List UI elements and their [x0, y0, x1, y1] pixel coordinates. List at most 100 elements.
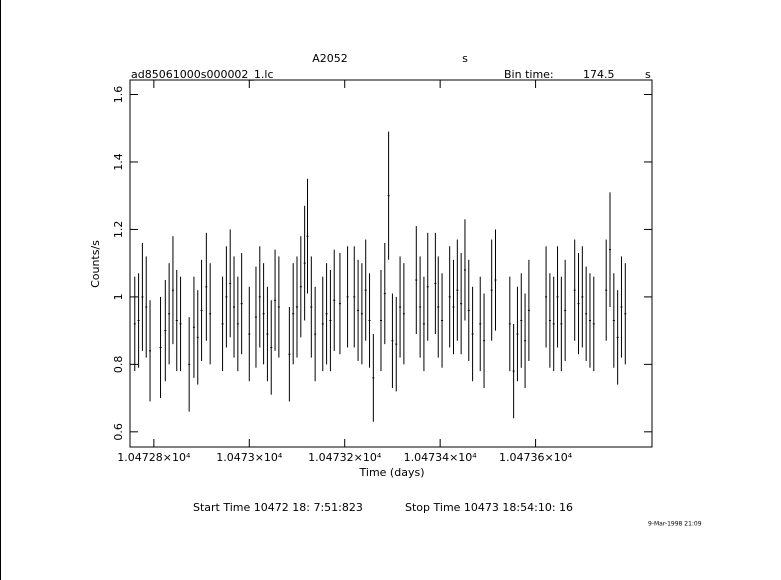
data-point — [133, 323, 136, 325]
data-point — [573, 289, 576, 291]
data-point — [258, 296, 261, 298]
data-point — [434, 282, 437, 284]
data-point — [270, 346, 273, 348]
y-tick-label: 0.8 — [112, 356, 125, 374]
data-point — [254, 316, 257, 318]
x-tick-label: 1.04728×10⁴ — [117, 451, 191, 464]
data-point — [437, 306, 440, 308]
data-point — [159, 346, 162, 348]
data-point — [508, 323, 511, 325]
data-point — [399, 306, 402, 308]
data-point — [292, 313, 295, 315]
x-tick-label: 1.04732×10⁴ — [308, 451, 382, 464]
data-point — [310, 306, 313, 308]
data-point — [196, 336, 199, 338]
data-point — [145, 306, 148, 308]
data-point — [609, 249, 612, 251]
data-point — [248, 333, 251, 335]
data-point — [372, 377, 375, 379]
data-point — [266, 333, 269, 335]
data-point — [581, 296, 584, 298]
data-point — [527, 309, 530, 311]
data-point — [494, 279, 497, 281]
data-point — [548, 320, 551, 322]
y-tick-label: 1.4 — [112, 153, 125, 171]
data-point — [277, 306, 280, 308]
data-point — [605, 289, 608, 291]
x-axis-label: Time (days) — [359, 466, 425, 479]
data-point — [624, 313, 627, 315]
bin-unit: s — [645, 68, 651, 81]
x-tick-label: 1.0473×10⁴ — [216, 451, 283, 464]
data-point — [592, 323, 595, 325]
title-unit: s — [462, 52, 468, 65]
data-point — [460, 303, 463, 305]
data-point — [552, 323, 555, 325]
data-point — [164, 330, 167, 332]
bin-label: Bin time: — [504, 68, 554, 81]
y-tick-label: 0.6 — [112, 423, 125, 441]
data-point — [387, 195, 390, 197]
data-point — [467, 309, 470, 311]
data-point — [545, 296, 548, 298]
data-point — [338, 303, 341, 305]
data-point — [364, 289, 367, 291]
data-point — [391, 340, 394, 342]
plot-date: 9-Mar-1998 21:09 — [648, 521, 702, 528]
data-point — [333, 299, 336, 301]
data-point — [299, 286, 302, 288]
stop-time: Stop Time 10473 18:54:10: 16 — [405, 501, 573, 514]
data-point — [329, 320, 332, 322]
data-point — [357, 309, 360, 311]
data-point — [463, 269, 466, 271]
data-point — [479, 323, 482, 325]
data-point — [200, 309, 203, 311]
data-point — [419, 306, 422, 308]
data-point — [490, 289, 493, 291]
start-time: Start Time 10472 18: 7:51:823 — [193, 501, 363, 514]
y-tick-label: 1 — [112, 293, 125, 300]
file-name: ad85061000s000002_1.lc — [131, 68, 274, 81]
data-point — [512, 370, 515, 372]
data-point — [303, 262, 306, 264]
data-point — [516, 333, 519, 335]
chart-title: A2052 — [312, 52, 348, 65]
data-point — [612, 320, 615, 322]
data-point — [179, 323, 182, 325]
data-point — [577, 303, 580, 305]
data-point — [383, 293, 386, 295]
data-point — [306, 235, 309, 237]
bin-time: 174.5 — [583, 68, 615, 81]
data-point — [588, 320, 591, 322]
data-point — [192, 326, 195, 328]
data-point — [346, 296, 349, 298]
data-point — [520, 320, 523, 322]
data-point — [448, 296, 451, 298]
data-point — [225, 296, 228, 298]
data-point — [209, 313, 212, 315]
data-point — [471, 333, 474, 335]
data-point — [524, 340, 527, 342]
data-point — [483, 340, 486, 342]
data-point — [360, 313, 363, 315]
y-tick-label: 1.2 — [112, 221, 125, 239]
data-point — [240, 303, 243, 305]
data-point — [379, 320, 382, 322]
data-point — [175, 320, 178, 322]
data-point — [137, 320, 140, 322]
data-point — [353, 296, 356, 298]
data-point — [171, 289, 174, 291]
x-tick-label: 1.04734×10⁴ — [404, 451, 478, 464]
data-point — [141, 296, 144, 298]
y-tick-label: 1.6 — [112, 86, 125, 104]
data-point — [229, 282, 232, 284]
data-point — [274, 299, 277, 301]
data-point — [149, 350, 152, 352]
data-point — [325, 313, 328, 315]
data-point — [314, 333, 317, 335]
data-point — [560, 323, 563, 325]
data-point — [585, 313, 588, 315]
x-tick-label: 1.04736×10⁴ — [499, 451, 573, 464]
data-point — [296, 306, 299, 308]
